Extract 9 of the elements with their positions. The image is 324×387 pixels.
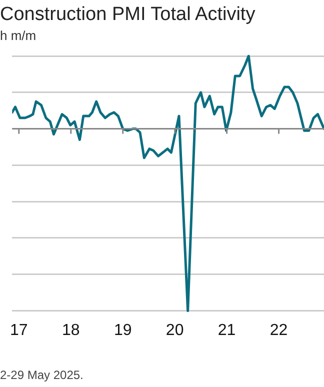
- x-tick-label: 18: [62, 322, 80, 339]
- x-tick-label: 17: [10, 322, 28, 339]
- x-tick-label: 20: [166, 322, 184, 339]
- x-tick-label: 22: [270, 322, 288, 339]
- chart-subtitle: h m/m: [0, 28, 38, 44]
- chart-title: Construction PMI Total Activity: [0, 4, 256, 26]
- x-tick-label: 19: [114, 322, 132, 339]
- x-tick-label: 21: [218, 322, 236, 339]
- text: 2-29 May 2025.: [0, 368, 84, 382]
